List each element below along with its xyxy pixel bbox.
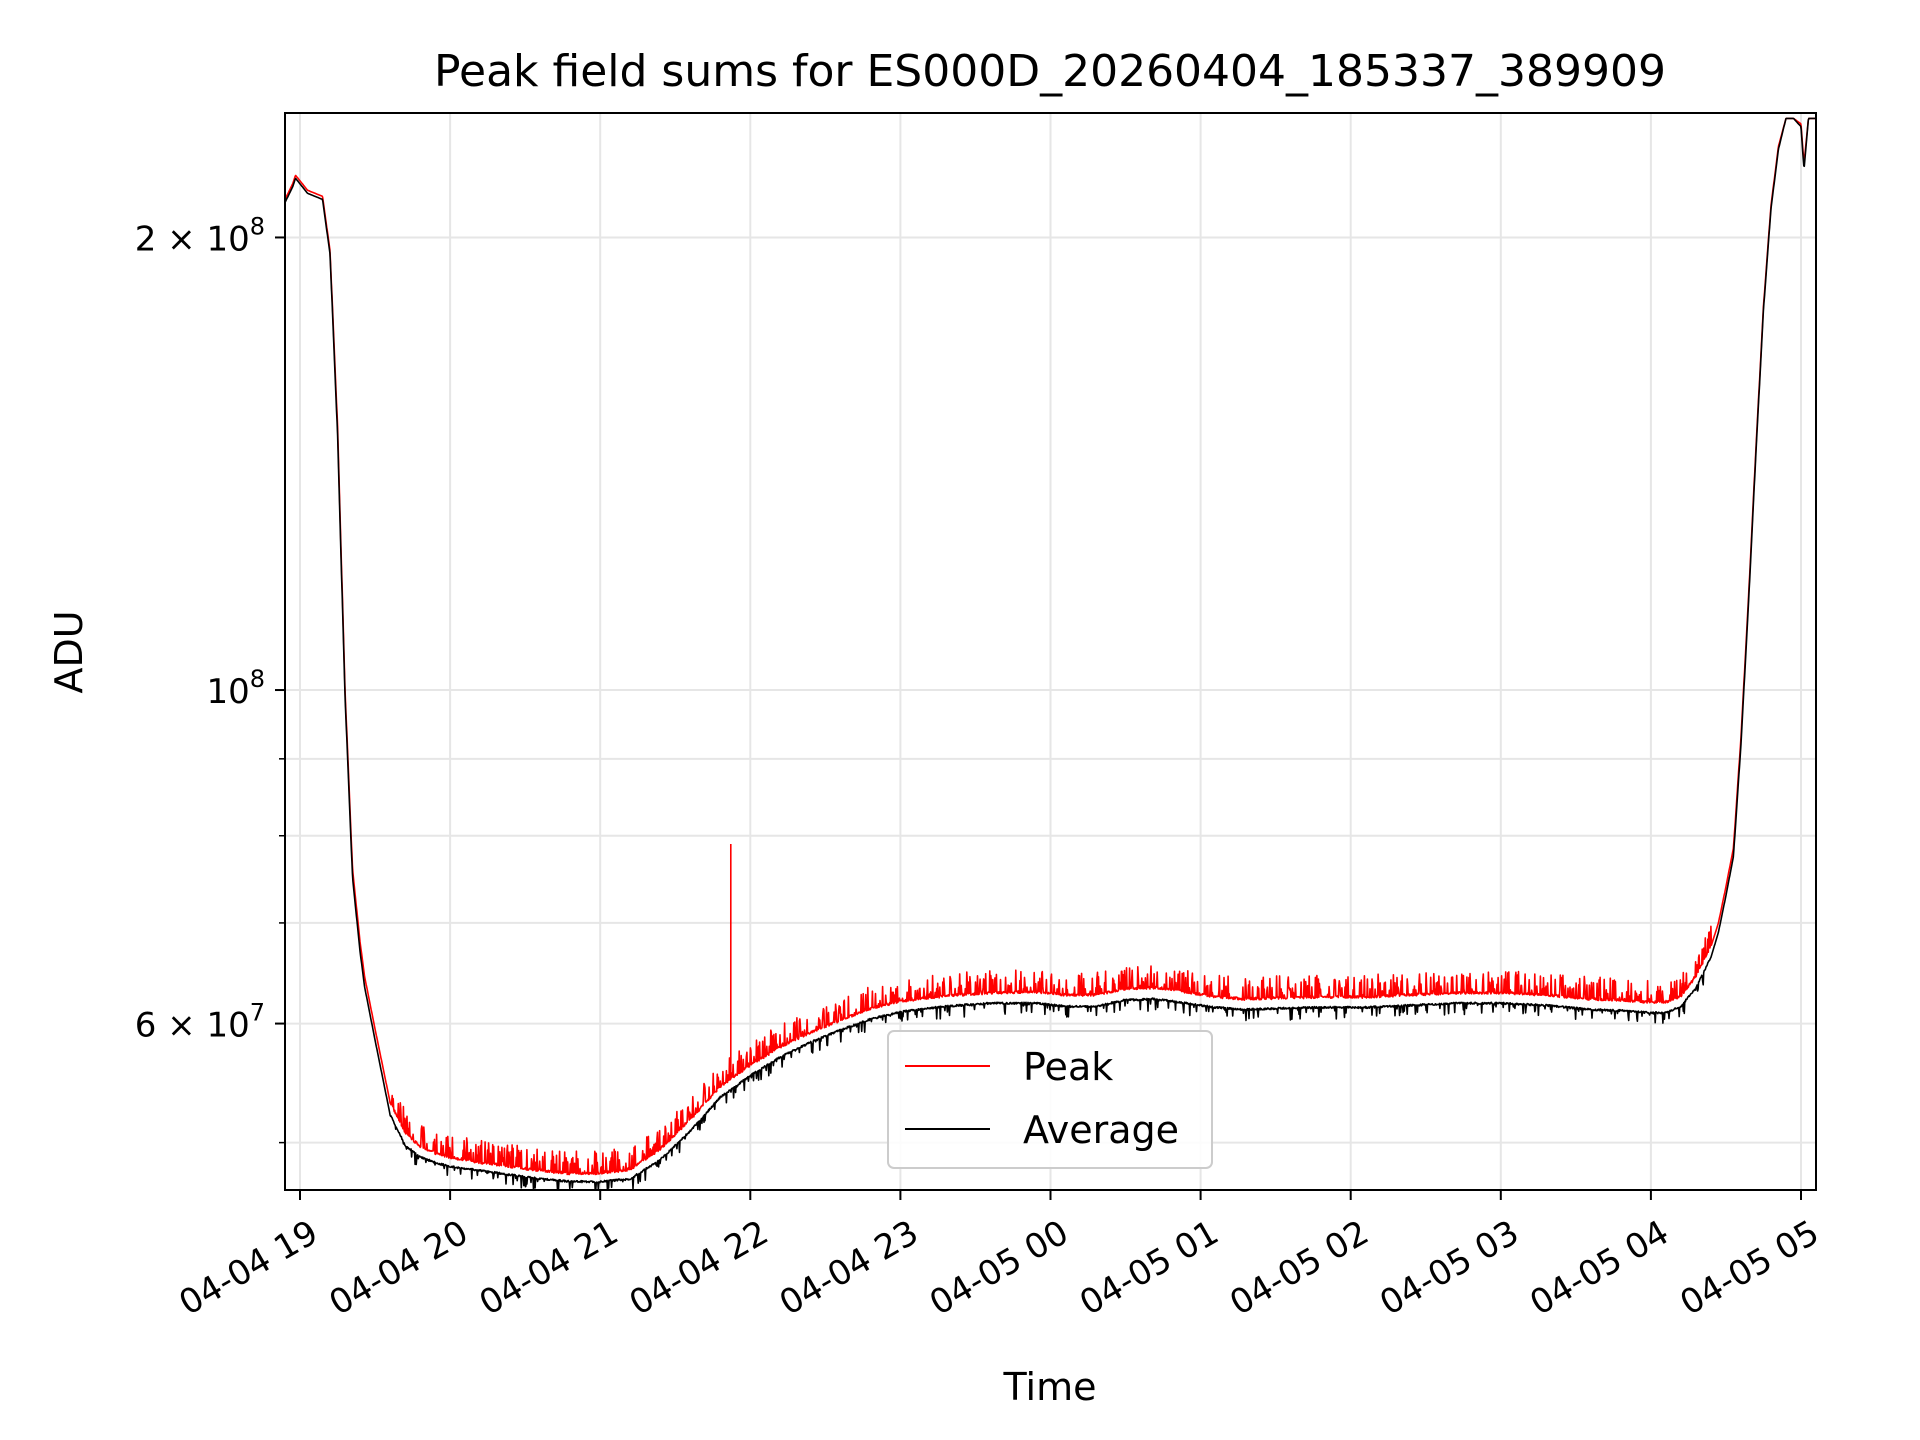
chart-title: Peak field sums for ES000D_20260404_1853…	[434, 46, 1666, 97]
series-layer	[285, 117, 1816, 1190]
y-axis-label: ADU	[47, 610, 91, 693]
y-tick-label-0: 2 × 108	[135, 212, 265, 259]
series-line-peak	[285, 117, 1816, 1176]
legend-label-peak: Peak	[1023, 1045, 1113, 1089]
legend-label-average: Average	[1023, 1108, 1179, 1152]
legend: Peak Average	[887, 1030, 1213, 1169]
y-axis: 2 × 108 108 6 × 107	[135, 212, 285, 1144]
y-tick-label-2: 6 × 107	[135, 999, 265, 1046]
grid	[285, 113, 1816, 1190]
series-line-average	[285, 117, 1816, 1190]
y-tick-label-1: 108	[206, 665, 265, 712]
x-axis-label: Time	[1003, 1365, 1097, 1409]
